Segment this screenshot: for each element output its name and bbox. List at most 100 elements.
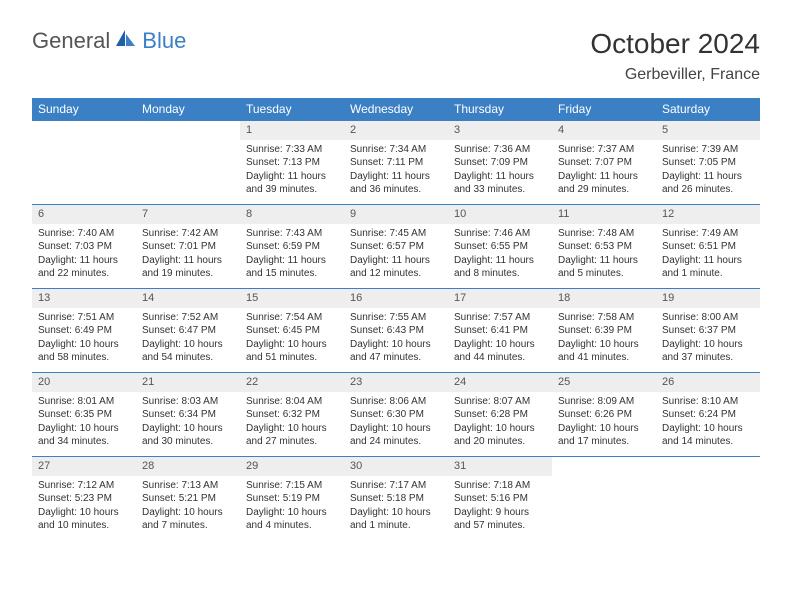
page-title: October 2024 bbox=[590, 28, 760, 60]
day-content: Sunrise: 7:52 AMSunset: 6:47 PMDaylight:… bbox=[136, 308, 240, 368]
calendar-cell: 21Sunrise: 8:03 AMSunset: 6:34 PMDayligh… bbox=[136, 373, 240, 457]
daylight-line: Daylight: 11 hours and 1 minute. bbox=[662, 254, 754, 281]
sunset-line: Sunset: 6:37 PM bbox=[662, 324, 754, 338]
daylight-line: Daylight: 10 hours and 20 minutes. bbox=[454, 422, 546, 449]
sunrise-line: Sunrise: 7:13 AM bbox=[142, 479, 234, 493]
sunset-line: Sunset: 6:59 PM bbox=[246, 240, 338, 254]
day-number: 19 bbox=[656, 289, 760, 308]
day-content: Sunrise: 7:49 AMSunset: 6:51 PMDaylight:… bbox=[656, 224, 760, 284]
title-block: October 2024 Gerbeviller, France bbox=[590, 28, 760, 84]
brand-logo: General Blue bbox=[32, 28, 186, 54]
day-content: Sunrise: 7:55 AMSunset: 6:43 PMDaylight:… bbox=[344, 308, 448, 368]
day-content: Sunrise: 7:34 AMSunset: 7:11 PMDaylight:… bbox=[344, 140, 448, 200]
weekday-header: Wednesday bbox=[344, 98, 448, 121]
daylight-line: Daylight: 10 hours and 27 minutes. bbox=[246, 422, 338, 449]
sunrise-line: Sunrise: 7:12 AM bbox=[38, 479, 130, 493]
daylight-line: Daylight: 11 hours and 36 minutes. bbox=[350, 170, 442, 197]
calendar-cell: 8Sunrise: 7:43 AMSunset: 6:59 PMDaylight… bbox=[240, 205, 344, 289]
day-content: Sunrise: 7:17 AMSunset: 5:18 PMDaylight:… bbox=[344, 476, 448, 536]
calendar-week-row: 1Sunrise: 7:33 AMSunset: 7:13 PMDaylight… bbox=[32, 121, 760, 205]
day-content: Sunrise: 8:03 AMSunset: 6:34 PMDaylight:… bbox=[136, 392, 240, 452]
sunset-line: Sunset: 7:09 PM bbox=[454, 156, 546, 170]
sunrise-line: Sunrise: 7:36 AM bbox=[454, 143, 546, 157]
weekday-header: Friday bbox=[552, 98, 656, 121]
daylight-line: Daylight: 10 hours and 1 minute. bbox=[350, 506, 442, 533]
sunset-line: Sunset: 5:23 PM bbox=[38, 492, 130, 506]
calendar-cell: 30Sunrise: 7:17 AMSunset: 5:18 PMDayligh… bbox=[344, 457, 448, 541]
daylight-line: Daylight: 11 hours and 19 minutes. bbox=[142, 254, 234, 281]
sunrise-line: Sunrise: 7:58 AM bbox=[558, 311, 650, 325]
page-subtitle: Gerbeviller, France bbox=[590, 66, 760, 84]
sunset-line: Sunset: 6:41 PM bbox=[454, 324, 546, 338]
day-content: Sunrise: 8:10 AMSunset: 6:24 PMDaylight:… bbox=[656, 392, 760, 452]
day-number: 10 bbox=[448, 205, 552, 224]
day-content: Sunrise: 7:43 AMSunset: 6:59 PMDaylight:… bbox=[240, 224, 344, 284]
sunset-line: Sunset: 5:19 PM bbox=[246, 492, 338, 506]
brand-part2: Blue bbox=[142, 28, 186, 54]
calendar-cell: 9Sunrise: 7:45 AMSunset: 6:57 PMDaylight… bbox=[344, 205, 448, 289]
day-number: 21 bbox=[136, 373, 240, 392]
brand-part1: General bbox=[32, 28, 110, 54]
day-content: Sunrise: 7:13 AMSunset: 5:21 PMDaylight:… bbox=[136, 476, 240, 536]
daylight-line: Daylight: 9 hours and 57 minutes. bbox=[454, 506, 546, 533]
day-number: 30 bbox=[344, 457, 448, 476]
sunrise-line: Sunrise: 7:15 AM bbox=[246, 479, 338, 493]
calendar-cell: 12Sunrise: 7:49 AMSunset: 6:51 PMDayligh… bbox=[656, 205, 760, 289]
sunrise-line: Sunrise: 8:10 AM bbox=[662, 395, 754, 409]
daylight-line: Daylight: 11 hours and 15 minutes. bbox=[246, 254, 338, 281]
calendar-cell: 17Sunrise: 7:57 AMSunset: 6:41 PMDayligh… bbox=[448, 289, 552, 373]
day-number: 2 bbox=[344, 121, 448, 140]
daylight-line: Daylight: 10 hours and 10 minutes. bbox=[38, 506, 130, 533]
sunset-line: Sunset: 6:34 PM bbox=[142, 408, 234, 422]
day-content: Sunrise: 7:37 AMSunset: 7:07 PMDaylight:… bbox=[552, 140, 656, 200]
calendar-cell: 16Sunrise: 7:55 AMSunset: 6:43 PMDayligh… bbox=[344, 289, 448, 373]
calendar-cell: 6Sunrise: 7:40 AMSunset: 7:03 PMDaylight… bbox=[32, 205, 136, 289]
sunset-line: Sunset: 7:11 PM bbox=[350, 156, 442, 170]
sunrise-line: Sunrise: 7:42 AM bbox=[142, 227, 234, 241]
day-content: Sunrise: 7:15 AMSunset: 5:19 PMDaylight:… bbox=[240, 476, 344, 536]
day-content: Sunrise: 7:48 AMSunset: 6:53 PMDaylight:… bbox=[552, 224, 656, 284]
sunrise-line: Sunrise: 8:03 AM bbox=[142, 395, 234, 409]
calendar-cell: 1Sunrise: 7:33 AMSunset: 7:13 PMDaylight… bbox=[240, 121, 344, 205]
daylight-line: Daylight: 10 hours and 54 minutes. bbox=[142, 338, 234, 365]
calendar-cell: 31Sunrise: 7:18 AMSunset: 5:16 PMDayligh… bbox=[448, 457, 552, 541]
calendar-cell: 3Sunrise: 7:36 AMSunset: 7:09 PMDaylight… bbox=[448, 121, 552, 205]
sunset-line: Sunset: 6:24 PM bbox=[662, 408, 754, 422]
calendar-cell: 13Sunrise: 7:51 AMSunset: 6:49 PMDayligh… bbox=[32, 289, 136, 373]
calendar-week-row: 13Sunrise: 7:51 AMSunset: 6:49 PMDayligh… bbox=[32, 289, 760, 373]
day-number: 31 bbox=[448, 457, 552, 476]
weekday-header: Saturday bbox=[656, 98, 760, 121]
day-number: 22 bbox=[240, 373, 344, 392]
day-number: 20 bbox=[32, 373, 136, 392]
sunrise-line: Sunrise: 7:43 AM bbox=[246, 227, 338, 241]
calendar-cell bbox=[32, 121, 136, 205]
calendar-cell: 27Sunrise: 7:12 AMSunset: 5:23 PMDayligh… bbox=[32, 457, 136, 541]
calendar-week-row: 20Sunrise: 8:01 AMSunset: 6:35 PMDayligh… bbox=[32, 373, 760, 457]
sunrise-line: Sunrise: 7:34 AM bbox=[350, 143, 442, 157]
daylight-line: Daylight: 11 hours and 5 minutes. bbox=[558, 254, 650, 281]
calendar-cell: 5Sunrise: 7:39 AMSunset: 7:05 PMDaylight… bbox=[656, 121, 760, 205]
sunrise-line: Sunrise: 7:45 AM bbox=[350, 227, 442, 241]
daylight-line: Daylight: 11 hours and 33 minutes. bbox=[454, 170, 546, 197]
sunset-line: Sunset: 6:53 PM bbox=[558, 240, 650, 254]
sunset-line: Sunset: 7:07 PM bbox=[558, 156, 650, 170]
daylight-line: Daylight: 10 hours and 24 minutes. bbox=[350, 422, 442, 449]
sunset-line: Sunset: 6:55 PM bbox=[454, 240, 546, 254]
daylight-line: Daylight: 11 hours and 12 minutes. bbox=[350, 254, 442, 281]
calendar-cell: 2Sunrise: 7:34 AMSunset: 7:11 PMDaylight… bbox=[344, 121, 448, 205]
sunrise-line: Sunrise: 8:01 AM bbox=[38, 395, 130, 409]
sunrise-line: Sunrise: 7:33 AM bbox=[246, 143, 338, 157]
day-number: 28 bbox=[136, 457, 240, 476]
calendar-week-row: 27Sunrise: 7:12 AMSunset: 5:23 PMDayligh… bbox=[32, 457, 760, 541]
day-number: 14 bbox=[136, 289, 240, 308]
sunrise-line: Sunrise: 7:18 AM bbox=[454, 479, 546, 493]
sunset-line: Sunset: 6:30 PM bbox=[350, 408, 442, 422]
day-content: Sunrise: 7:58 AMSunset: 6:39 PMDaylight:… bbox=[552, 308, 656, 368]
sunrise-line: Sunrise: 7:52 AM bbox=[142, 311, 234, 325]
day-number: 6 bbox=[32, 205, 136, 224]
calendar-cell: 22Sunrise: 8:04 AMSunset: 6:32 PMDayligh… bbox=[240, 373, 344, 457]
calendar-cell bbox=[552, 457, 656, 541]
day-content: Sunrise: 8:06 AMSunset: 6:30 PMDaylight:… bbox=[344, 392, 448, 452]
calendar-cell: 11Sunrise: 7:48 AMSunset: 6:53 PMDayligh… bbox=[552, 205, 656, 289]
sunrise-line: Sunrise: 8:09 AM bbox=[558, 395, 650, 409]
